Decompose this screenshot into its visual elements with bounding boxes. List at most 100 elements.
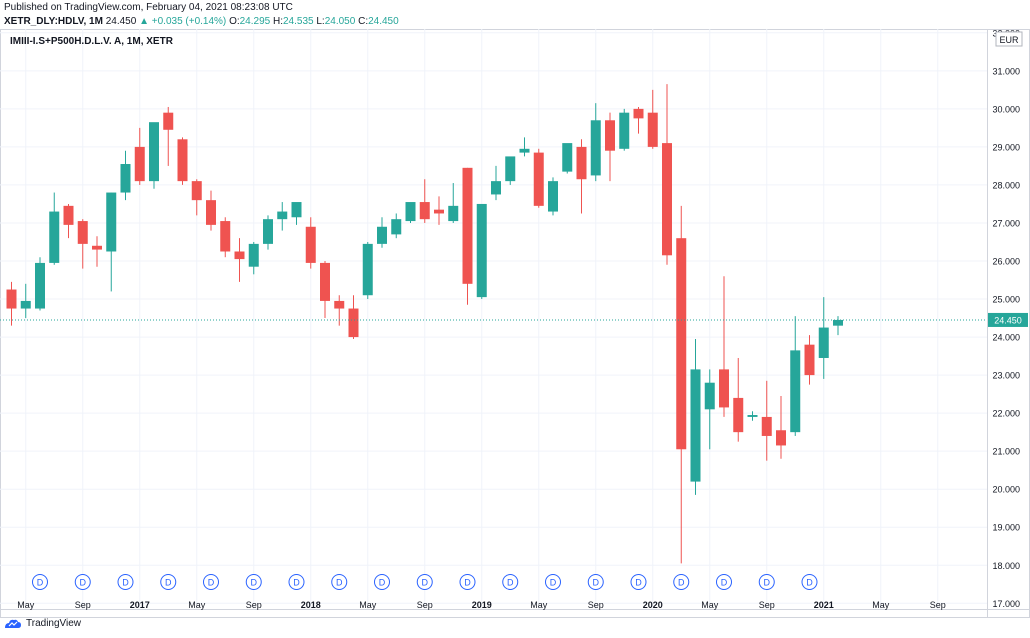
y-tick-label: 20.000 bbox=[992, 485, 1020, 495]
candle-body bbox=[434, 209, 444, 214]
y-tick-label: 22.000 bbox=[992, 409, 1020, 419]
dividend-label: D bbox=[678, 578, 685, 588]
dividend-marker[interactable]: D bbox=[630, 574, 647, 590]
dividend-label: D bbox=[593, 578, 600, 588]
dividend-marker[interactable]: D bbox=[587, 574, 604, 590]
y-tick-label: 31.000 bbox=[992, 66, 1020, 76]
candle bbox=[533, 148, 544, 208]
candle-body bbox=[163, 112, 174, 130]
dividend-marker[interactable]: D bbox=[416, 574, 433, 590]
y-tick-label: 23.000 bbox=[992, 371, 1020, 381]
time-axis[interactable]: May Sep 2017 May Sep 2018 May Sep 2019 May Sep 2020… bbox=[17, 600, 946, 610]
close-value: 24.450 bbox=[368, 16, 399, 27]
candle-body bbox=[334, 300, 345, 309]
y-tick-label: 27.000 bbox=[992, 218, 1020, 228]
published-line: Published on TradingView.com, February 0… bbox=[4, 2, 293, 13]
dividend-circle bbox=[801, 574, 818, 590]
dividend-marker[interactable]: D bbox=[160, 574, 177, 590]
candle bbox=[505, 156, 516, 185]
candle-body bbox=[191, 181, 202, 201]
dividend-label: D bbox=[122, 578, 129, 588]
candle bbox=[619, 108, 630, 151]
candle bbox=[676, 205, 687, 564]
x-tick-label: 2019 bbox=[472, 600, 492, 610]
dividend-marker[interactable]: D bbox=[758, 574, 775, 590]
candle-body bbox=[20, 300, 31, 309]
dividend-circle bbox=[630, 574, 647, 590]
candle bbox=[234, 238, 245, 282]
dividend-circle bbox=[74, 574, 91, 590]
candle bbox=[291, 202, 302, 225]
dividend-circle bbox=[587, 574, 604, 590]
dividend-marker[interactable]: D bbox=[716, 574, 732, 590]
candle-body bbox=[590, 120, 601, 176]
dividend-marker[interactable]: D bbox=[117, 574, 134, 590]
dividend-label: D bbox=[293, 578, 300, 588]
candle bbox=[334, 295, 345, 326]
dividend-circle bbox=[203, 574, 219, 590]
dividend-circle bbox=[32, 574, 48, 590]
dividend-marker[interactable]: D bbox=[32, 574, 48, 590]
candle bbox=[491, 165, 501, 201]
candlestick-chart[interactable]: 17.000 18.000 19.000 20.000 21.000 22.000 23.0… bbox=[0, 29, 1030, 618]
x-tick-label: May bbox=[188, 600, 206, 610]
dividend-circle bbox=[160, 574, 177, 590]
dividend-marker[interactable]: D bbox=[545, 574, 561, 590]
tradingview-logo-icon bbox=[5, 619, 21, 628]
candle bbox=[263, 215, 273, 250]
x-tick-label: Sep bbox=[75, 600, 91, 610]
candle bbox=[576, 139, 587, 214]
currency-badge[interactable]: EUR bbox=[995, 31, 1023, 47]
candle-body bbox=[690, 369, 701, 482]
currency-label: EUR bbox=[999, 35, 1019, 45]
y-tick-label: 26.000 bbox=[992, 257, 1020, 267]
candle bbox=[177, 137, 188, 185]
candle-body bbox=[134, 146, 145, 182]
dividend-label: D bbox=[208, 578, 215, 588]
chart-title: IMIII-I.S+P500H.D.L.V. A, 1M, XETR bbox=[10, 36, 174, 47]
candle-body bbox=[277, 211, 288, 220]
candle-body bbox=[35, 262, 45, 309]
candle bbox=[49, 192, 60, 265]
high-label: H: bbox=[273, 16, 283, 27]
chart-area[interactable]: 17.000 18.000 19.000 20.000 21.000 22.000 23.0… bbox=[0, 29, 1030, 638]
candle-body bbox=[77, 221, 88, 244]
dividend-marker[interactable]: D bbox=[673, 574, 690, 590]
candle bbox=[434, 196, 444, 225]
dividend-marker[interactable]: D bbox=[74, 574, 91, 590]
candle-body bbox=[633, 108, 644, 119]
candle bbox=[476, 203, 487, 300]
candle-body bbox=[220, 221, 231, 252]
candle bbox=[804, 335, 815, 385]
candle bbox=[305, 217, 316, 269]
candle bbox=[448, 183, 459, 223]
x-tick-label: 2021 bbox=[814, 600, 834, 610]
candle-body bbox=[92, 245, 102, 250]
candle-body bbox=[120, 164, 131, 193]
candle bbox=[704, 369, 715, 450]
x-tick-label: Sep bbox=[759, 600, 775, 610]
candle-body bbox=[234, 251, 245, 260]
dividend-label: D bbox=[37, 578, 44, 588]
dividend-marker[interactable]: D bbox=[288, 574, 305, 590]
candle bbox=[134, 127, 145, 185]
dividend-marker[interactable]: D bbox=[245, 574, 262, 590]
candle-body bbox=[647, 112, 658, 147]
candle bbox=[35, 257, 45, 311]
dividend-marker[interactable]: D bbox=[203, 574, 219, 590]
dividend-marker[interactable]: D bbox=[801, 574, 818, 590]
dividend-marker[interactable]: D bbox=[331, 574, 348, 590]
dividend-marker[interactable]: D bbox=[502, 574, 519, 590]
dividend-marker[interactable]: D bbox=[459, 574, 476, 590]
candle bbox=[362, 241, 373, 300]
candle-body bbox=[6, 289, 17, 309]
candle-body bbox=[149, 122, 159, 182]
dividend-circle bbox=[288, 574, 305, 590]
x-tick-label: 2018 bbox=[301, 600, 321, 610]
candle bbox=[277, 202, 288, 231]
x-tick-label: May bbox=[530, 600, 548, 610]
candle bbox=[220, 217, 231, 258]
candle-body bbox=[362, 243, 373, 296]
dividend-marker[interactable]: D bbox=[374, 574, 390, 590]
